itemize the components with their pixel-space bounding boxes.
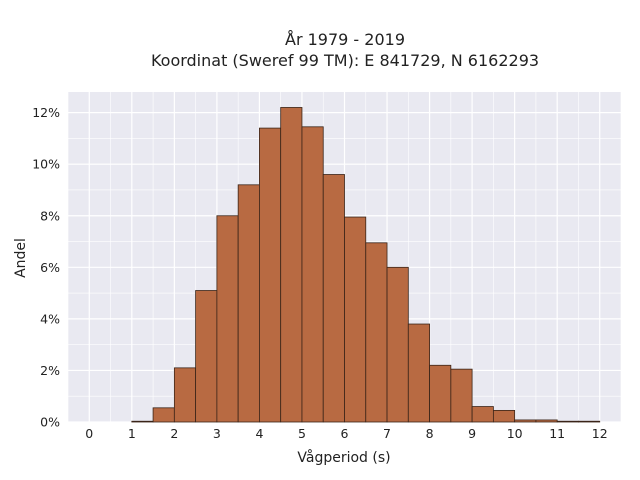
histogram-bar [471,406,494,423]
histogram-bar [131,420,154,423]
bars [131,107,601,423]
x-tick-label: 4 [255,426,263,441]
histogram-bar [578,420,601,423]
x-tick-label: 10 [507,426,523,441]
y-tick-label: 2% [40,363,60,378]
histogram-bar [259,127,282,423]
y-tick-label: 8% [40,208,60,223]
histogram-bar [322,174,345,423]
x-tick-label: 6 [341,426,349,441]
histogram-bar [195,290,218,423]
x-tick-labels: 0 1 2 3 4 5 6 7 8 9 10 11 12 [85,426,607,441]
y-tick-label: 4% [40,311,60,326]
chart-title-line-2: Koordinat (Sweref 99 TM): E 841729, N 61… [151,51,539,70]
histogram-bar [280,107,303,423]
y-tick-label: 10% [32,157,60,172]
y-tick-label: 0% [40,415,60,430]
histogram-bar [429,364,452,423]
x-tick-label: 3 [213,426,221,441]
histogram-bar [386,266,409,423]
chart-title-line-1: År 1979 - 2019 [285,30,405,49]
histogram-bar [237,184,260,423]
x-tick-label: 9 [468,426,476,441]
x-tick-label: 11 [549,426,565,441]
x-tick-label: 0 [85,426,93,441]
histogram-bar [173,367,197,423]
x-tick-label: 1 [128,426,136,441]
y-tick-label: 12% [32,105,60,120]
histogram-bar [450,368,473,423]
histogram-bar [556,420,579,423]
histogram-bar [301,126,324,423]
x-tick-label: 7 [383,426,391,441]
x-tick-label: 12 [592,426,608,441]
x-tick-label: 8 [426,426,434,441]
histogram-bar [492,409,516,423]
x-tick-label: 2 [170,426,178,441]
y-tick-labels: 0% 2% 4% 6% 8% 10% 12% [32,105,60,429]
histogram-bar [365,242,388,423]
histogram-bar [344,216,367,423]
histogram-bar [152,407,175,423]
x-tick-label: 5 [298,426,306,441]
histogram-bar [535,419,558,423]
y-axis-label: Andel [13,238,29,278]
histogram-bar [216,215,239,423]
x-axis-label: Vågperiod (s) [297,449,390,466]
y-tick-label: 6% [40,260,60,275]
histogram-bar [407,323,430,423]
histogram-bar [514,419,537,423]
